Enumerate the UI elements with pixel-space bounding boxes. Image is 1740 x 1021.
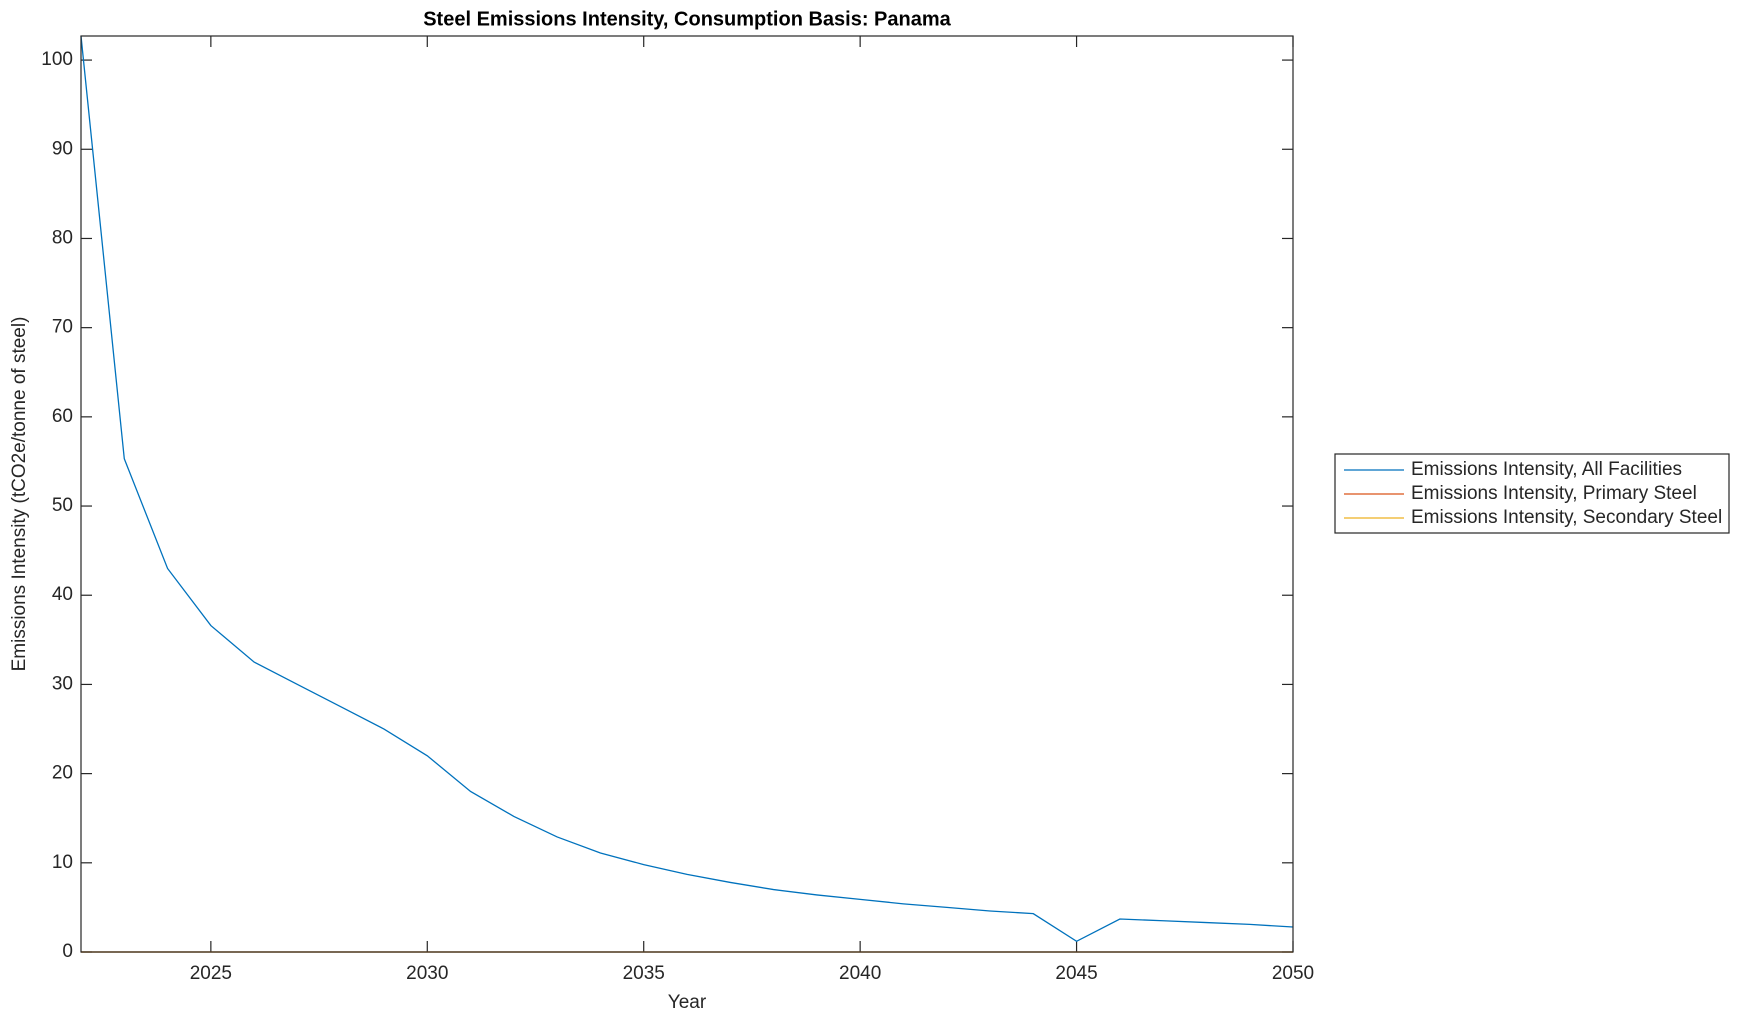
y-tick-label: 80 — [52, 227, 73, 248]
x-tick-label: 2050 — [1272, 963, 1314, 984]
y-tick-label: 70 — [52, 317, 73, 338]
y-tick-label: 90 — [52, 138, 73, 159]
data-line — [80, 35, 1294, 943]
plot-frame — [80, 35, 1294, 953]
legend-label: Emissions Intensity, Primary Steel — [1411, 483, 1697, 504]
y-tick-label: 100 — [41, 49, 73, 70]
x-tick-label: 2040 — [839, 963, 881, 984]
legend-label: Emissions Intensity, Secondary Steel — [1411, 507, 1722, 528]
x-tick-label: 2030 — [406, 963, 448, 984]
y-tick-label: 60 — [52, 406, 73, 427]
legend-label: Emissions Intensity, All Facilities — [1411, 459, 1682, 480]
x-tick-label: 2035 — [623, 963, 665, 984]
y-tick-label: 10 — [52, 852, 73, 873]
y-tick-label: 30 — [52, 673, 73, 694]
y-tick-label: 20 — [52, 763, 73, 784]
x-tick-label: 2025 — [190, 963, 232, 984]
y-axis-label: Emissions Intensity (tCO2e/tonne of stee… — [9, 317, 30, 672]
x-axis-label: Year — [668, 992, 707, 1013]
y-tick-label: 40 — [52, 584, 73, 605]
y-tick-label: 50 — [52, 495, 73, 516]
x-tick-label: 2045 — [1055, 963, 1097, 984]
chart-title: Steel Emissions Intensity, Consumption B… — [423, 8, 951, 30]
y-tick-label: 0 — [62, 941, 73, 962]
